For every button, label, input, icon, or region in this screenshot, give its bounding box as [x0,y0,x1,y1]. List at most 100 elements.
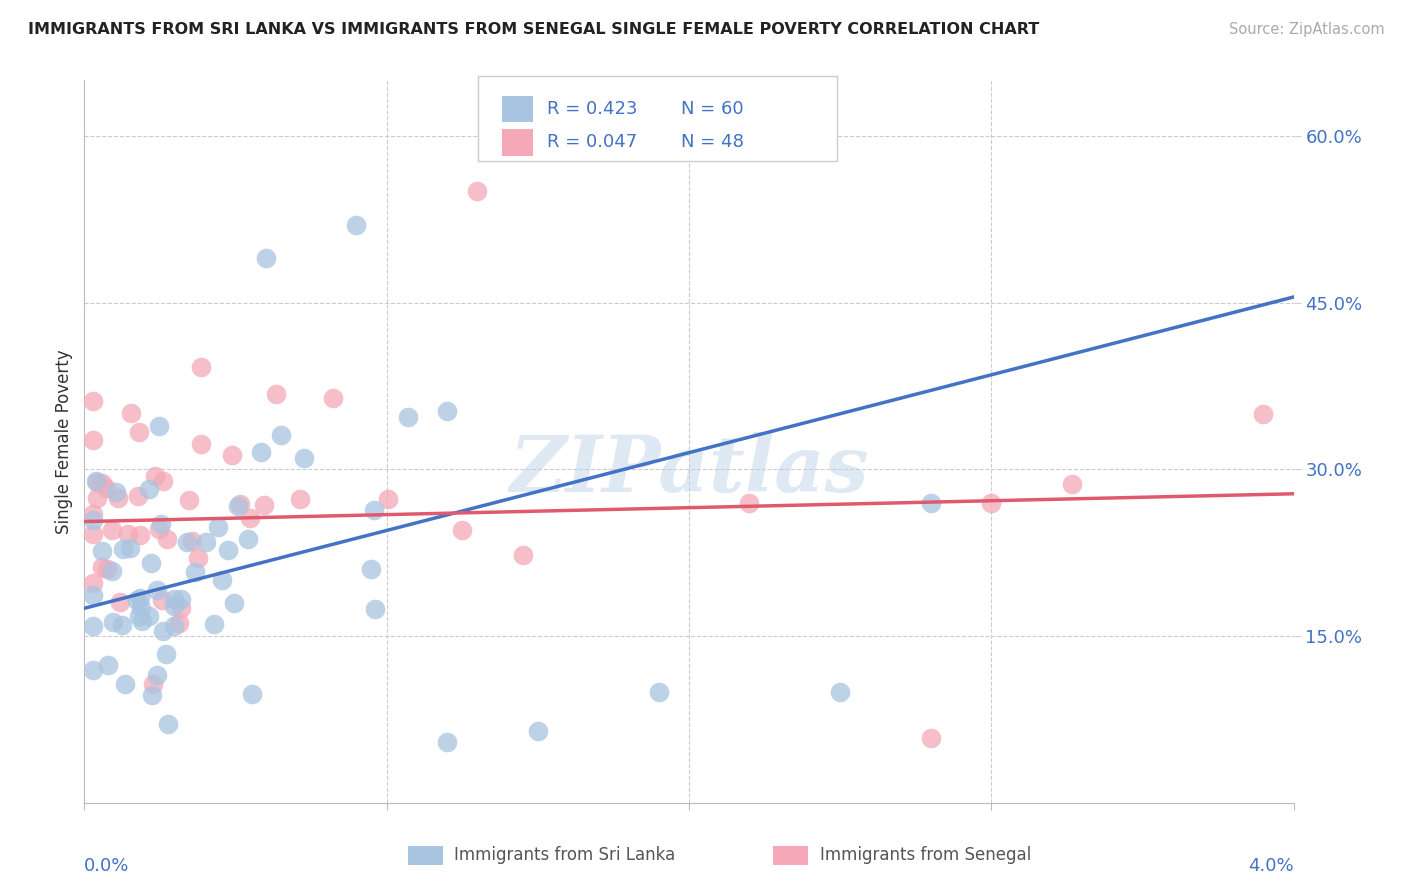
Point [322,391,344,405]
Point [82,513,104,527]
Point [250,445,273,459]
Point [360,561,382,575]
Point [97,657,120,672]
Point [211,573,233,587]
Point [920,731,942,746]
Point [217,542,239,557]
Point [138,609,160,624]
Point [1253,407,1275,421]
Point [377,492,399,507]
Point [125,593,148,607]
Point [163,619,186,633]
Point [396,409,419,424]
Point [156,532,179,546]
Point [82,663,104,677]
Point [128,608,150,623]
Point [148,418,170,433]
Text: IMMIGRANTS FROM SRI LANKA VS IMMIGRANTS FROM SENEGAL SINGLE FEMALE POVERTY CORRE: IMMIGRANTS FROM SRI LANKA VS IMMIGRANTS … [28,22,1039,37]
Point [148,522,170,536]
Point [152,474,174,488]
Point [128,528,150,542]
Point [648,684,671,698]
Point [150,592,173,607]
Point [450,523,472,537]
Point [86,491,108,506]
Point [142,676,165,690]
Point [207,519,229,533]
Point [253,498,276,512]
Point [128,425,150,439]
Point [94,481,117,495]
Point [118,541,141,556]
Point [103,615,125,630]
Point [830,684,852,698]
Point [91,559,114,574]
Point [82,588,104,602]
Text: R = 0.423: R = 0.423 [547,100,637,118]
Point [222,596,245,610]
Point [101,524,124,538]
Point [190,437,212,451]
Point [146,668,169,682]
Point [155,647,177,661]
Point [254,251,277,265]
Point [236,532,259,546]
Point [84,474,107,488]
Point [101,564,124,578]
Point [190,360,212,375]
Point [920,496,942,510]
Point [108,595,131,609]
Point [467,185,489,199]
Point [184,565,207,579]
Point [363,502,385,516]
Point [90,476,112,491]
Point [229,497,252,511]
Text: N = 48: N = 48 [681,134,744,152]
Y-axis label: Single Female Poverty: Single Female Poverty [55,350,73,533]
Point [152,624,174,638]
Point [170,600,193,615]
Point [221,449,243,463]
Point [111,618,134,632]
Point [270,427,292,442]
Text: N = 60: N = 60 [681,100,744,118]
Point [82,507,104,521]
Point [157,717,180,731]
Text: Source: ZipAtlas.com: Source: ZipAtlas.com [1229,22,1385,37]
Point [139,556,162,570]
Point [114,677,136,691]
Point [82,434,104,448]
Point [436,734,458,748]
Text: R = 0.047: R = 0.047 [547,134,637,152]
Text: ZIPatlas: ZIPatlas [509,433,869,508]
Point [436,404,458,418]
Point [129,591,152,605]
Point [1060,477,1083,491]
Point [105,484,128,499]
Point [117,526,139,541]
Point [149,516,172,531]
Point [163,592,186,607]
Point [176,535,198,549]
Point [163,599,186,613]
Point [90,543,112,558]
Point [107,491,129,505]
Point [226,499,249,513]
Point [82,527,104,541]
Point [292,450,315,465]
Point [980,496,1002,510]
Point [195,534,218,549]
Point [738,496,761,510]
Point [82,619,104,633]
Text: 4.0%: 4.0% [1249,857,1294,875]
Point [240,687,263,701]
Point [146,583,169,598]
Point [202,616,225,631]
Point [527,723,550,738]
Point [169,591,191,606]
Text: 0.0%: 0.0% [84,857,129,875]
Point [127,490,149,504]
Point [264,387,287,401]
Point [187,550,209,565]
Text: Immigrants from Sri Lanka: Immigrants from Sri Lanka [454,847,675,864]
